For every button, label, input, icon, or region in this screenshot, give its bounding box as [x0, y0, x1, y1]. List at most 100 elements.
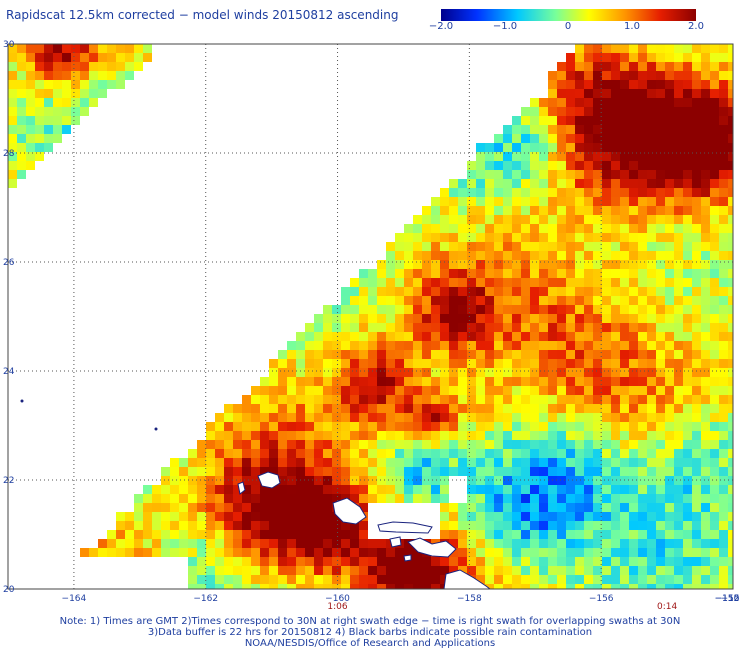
swath-cell — [467, 395, 476, 404]
swath-cell — [413, 332, 422, 341]
swath-cell — [269, 530, 278, 539]
swath-cell — [197, 494, 206, 503]
swath-cell — [557, 62, 566, 71]
swath-cell — [602, 278, 611, 287]
swath-cell — [386, 278, 395, 287]
swath-cell — [629, 314, 638, 323]
swath-cell — [242, 458, 251, 467]
swath-cell — [629, 152, 638, 161]
swath-cell — [710, 485, 719, 494]
swath-cell — [575, 278, 584, 287]
swath-cell — [728, 485, 733, 494]
swath-cell — [494, 548, 503, 557]
swath-cell — [656, 107, 665, 116]
swath-cell — [341, 467, 350, 476]
swath-cell — [413, 467, 422, 476]
swath-cell — [440, 431, 449, 440]
swath-cell — [260, 422, 269, 431]
swath-cell — [413, 557, 422, 566]
swath-cell — [629, 566, 638, 575]
swath-cell — [449, 188, 458, 197]
swath-cell — [377, 557, 386, 566]
swath-cell — [269, 431, 278, 440]
swath-cell — [494, 386, 503, 395]
swath-cell — [575, 296, 584, 305]
swath-cell — [422, 224, 431, 233]
swath-cell — [656, 575, 665, 584]
swath-cell — [719, 143, 728, 152]
swath-cell — [476, 233, 485, 242]
swath-cell — [449, 296, 458, 305]
swath-cell — [575, 224, 584, 233]
swath-cell — [206, 485, 215, 494]
swath-cell — [674, 584, 683, 589]
swath-cell — [557, 89, 566, 98]
swath-cell — [710, 152, 719, 161]
swath-cell — [341, 548, 350, 557]
swath-cell — [395, 548, 404, 557]
swath-cell — [368, 323, 377, 332]
swath-cell — [701, 116, 710, 125]
swath-cell — [656, 116, 665, 125]
swath-cell — [674, 467, 683, 476]
swath-cell — [665, 44, 674, 53]
swath-cell — [188, 503, 197, 512]
swath-cell — [530, 341, 539, 350]
swath-cell — [206, 503, 215, 512]
swath-cell — [350, 296, 359, 305]
swath-cell — [629, 359, 638, 368]
swath-cell — [656, 548, 665, 557]
swath-cell — [512, 242, 521, 251]
swath-cell — [710, 521, 719, 530]
swath-cell — [503, 251, 512, 260]
swath-cell — [665, 548, 674, 557]
swath-cell — [674, 242, 683, 251]
swath-cell — [539, 413, 548, 422]
swath-cell — [602, 440, 611, 449]
swath-cell — [269, 521, 278, 530]
swath-cell — [656, 134, 665, 143]
swath-cell — [656, 368, 665, 377]
swath-cell — [485, 566, 494, 575]
swath-cell — [620, 422, 629, 431]
swath-cell — [710, 566, 719, 575]
swath-cell — [611, 341, 620, 350]
swath-cell — [449, 377, 458, 386]
swath-cell — [710, 134, 719, 143]
swath-cell — [206, 566, 215, 575]
swath-cell — [413, 458, 422, 467]
swath-cell — [656, 89, 665, 98]
swath-cell — [593, 521, 602, 530]
swath-cell — [467, 485, 476, 494]
swath-cell — [422, 323, 431, 332]
swath-cell — [638, 116, 647, 125]
swath-cell — [647, 503, 656, 512]
swath-cell — [521, 368, 530, 377]
swath-cell — [692, 224, 701, 233]
swath-cell — [602, 449, 611, 458]
swath-cell — [566, 332, 575, 341]
swath-cell — [692, 368, 701, 377]
swath-cell — [557, 215, 566, 224]
swath-cell — [305, 539, 314, 548]
swath-cell — [557, 152, 566, 161]
swath-cell — [503, 386, 512, 395]
swath-cell — [341, 422, 350, 431]
swath-cell — [692, 134, 701, 143]
swath-cell — [152, 530, 161, 539]
swath-cell — [404, 458, 413, 467]
swath-cell — [440, 566, 449, 575]
swath-cell — [593, 395, 602, 404]
swath-cell — [620, 458, 629, 467]
swath-cell — [665, 323, 674, 332]
swath-cell — [593, 557, 602, 566]
swath-cell — [557, 377, 566, 386]
swath-cell — [485, 314, 494, 323]
swath-cell — [638, 377, 647, 386]
swath-cell — [323, 359, 332, 368]
swath-cell — [566, 359, 575, 368]
swath-cell — [683, 584, 692, 589]
swath-cell — [350, 548, 359, 557]
swath-cell — [134, 548, 143, 557]
swath-cell — [350, 467, 359, 476]
